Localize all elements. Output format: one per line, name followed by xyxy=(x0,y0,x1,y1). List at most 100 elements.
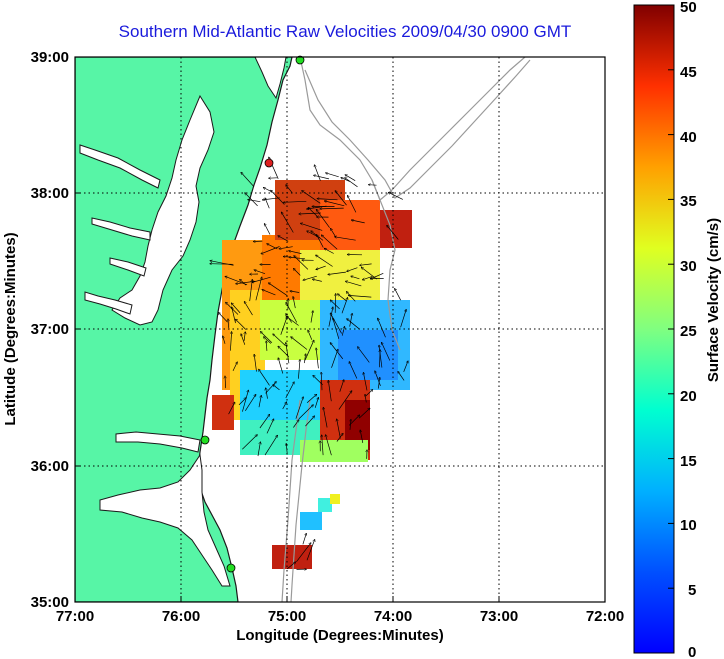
velocity-arrow xyxy=(308,208,318,217)
colorbar-ticks xyxy=(668,4,674,654)
velocity-arrow xyxy=(245,193,258,207)
river-rappahannock xyxy=(91,217,151,241)
velocity-arrow xyxy=(316,255,333,267)
x-axis-label: Longitude (Degrees:Minutes) xyxy=(236,627,444,644)
velocity-arrow xyxy=(223,336,226,344)
velocity-arrow xyxy=(298,405,313,420)
map-title: Southern Mid-Atlantic Raw Velocities 200… xyxy=(119,22,572,41)
velocity-arrows xyxy=(210,157,408,569)
velocity-arrow xyxy=(349,313,353,327)
velocity-arrow xyxy=(303,354,305,364)
velocity-arrow xyxy=(351,220,365,224)
velocity-arrow xyxy=(316,348,319,369)
velocity-arrow xyxy=(369,185,377,186)
velocity-arrow xyxy=(228,319,229,328)
velocity-arrow xyxy=(338,294,347,301)
colorbar-tick-label: 40 xyxy=(680,129,697,146)
velocity-arrow xyxy=(254,354,257,372)
velocity-arrow xyxy=(226,302,239,315)
velocity-arrow xyxy=(335,237,356,241)
velocity-arrow xyxy=(228,402,235,415)
velocity-arrow xyxy=(291,337,308,350)
velocity-arrow xyxy=(351,276,360,280)
velocity-arrow xyxy=(363,373,368,391)
velocity-arrow xyxy=(306,540,315,561)
velocity-arrow xyxy=(363,275,373,280)
velocity-arrow xyxy=(337,419,341,439)
velocity-arrow xyxy=(295,397,303,419)
velocity-arrow xyxy=(281,212,294,233)
velocity-arrow xyxy=(348,196,357,213)
velocity-arrow xyxy=(308,330,313,340)
pamlico-sound xyxy=(99,453,231,587)
velocity-arrow xyxy=(339,380,344,392)
velocity-arrow xyxy=(261,332,273,343)
velocity-arrow xyxy=(266,419,274,434)
velocity-arrow xyxy=(335,294,336,313)
velocity-arrow xyxy=(316,265,326,269)
velocity-arrow xyxy=(350,419,351,430)
velocity-arrow xyxy=(262,290,276,296)
river-potomac xyxy=(79,144,161,189)
velocity-arrow xyxy=(225,276,248,286)
velocity-arrow xyxy=(328,307,333,327)
velocity-arrow xyxy=(389,192,403,200)
velocity-arrow xyxy=(241,334,246,345)
velocity-arrow xyxy=(302,533,306,545)
velocity-arrow xyxy=(349,362,358,379)
colorbar-tick-label: 45 xyxy=(680,64,697,81)
x-tick-label: 74:00 xyxy=(374,608,412,625)
velocity-arrow xyxy=(244,302,253,316)
velocity-arrow xyxy=(261,246,280,254)
velocity-arrow xyxy=(328,380,332,402)
y-tick-label: 38:00 xyxy=(31,185,69,202)
velocity-arrow xyxy=(398,372,405,381)
velocity-arrow xyxy=(346,292,356,302)
colorbar-tick-label: 5 xyxy=(688,582,696,599)
y-tick-label: 35:00 xyxy=(31,594,69,611)
velocity-arrow xyxy=(324,201,345,207)
velocity-arrow xyxy=(313,279,322,282)
velocity-arrow xyxy=(358,408,370,419)
velocity-arrow xyxy=(379,345,383,368)
velocity-arrow xyxy=(286,185,293,194)
velocity-arrow xyxy=(345,178,358,188)
colorbar-tick-label: 35 xyxy=(680,193,697,210)
velocity-arrow xyxy=(313,375,323,386)
velocity-arrow xyxy=(326,173,339,178)
velocity-arrow xyxy=(238,398,246,406)
y-tick-label: 37:00 xyxy=(31,321,69,338)
velocity-arrow xyxy=(331,349,339,368)
velocity-arrow xyxy=(241,172,255,187)
tick-marks xyxy=(74,56,606,603)
velocity-arrow xyxy=(348,295,372,298)
velocity-arrow xyxy=(360,430,364,443)
velocity-arrow xyxy=(279,246,293,249)
velocity-arrow xyxy=(296,543,311,563)
velocity-arrow xyxy=(294,269,301,276)
velocity-arrow xyxy=(317,235,324,248)
albemarle-sound xyxy=(115,431,201,453)
velocity-arrow xyxy=(304,340,314,361)
velocity-arrow xyxy=(347,319,360,330)
velocity-arrow xyxy=(258,395,261,408)
river-york xyxy=(109,257,147,277)
velocity-arrow xyxy=(282,402,287,410)
velocity-arrow xyxy=(273,334,286,347)
velocity-arrow xyxy=(395,289,402,301)
velocity-arrow xyxy=(316,209,330,228)
station-marker xyxy=(264,158,274,168)
velocity-arrow xyxy=(382,342,391,361)
velocity-arrow xyxy=(280,317,287,335)
river-james xyxy=(84,291,133,315)
chesapeake-bay xyxy=(111,94,215,326)
velocity-arrow xyxy=(341,298,348,314)
velocity-arrow xyxy=(264,435,278,456)
velocity-arrow xyxy=(254,270,266,275)
velocity-arrow xyxy=(265,382,277,394)
velocity-arrow xyxy=(338,391,352,410)
velocity-arrow xyxy=(269,283,288,296)
velocity-arrow xyxy=(387,225,399,240)
velocity-arrow xyxy=(255,277,262,301)
